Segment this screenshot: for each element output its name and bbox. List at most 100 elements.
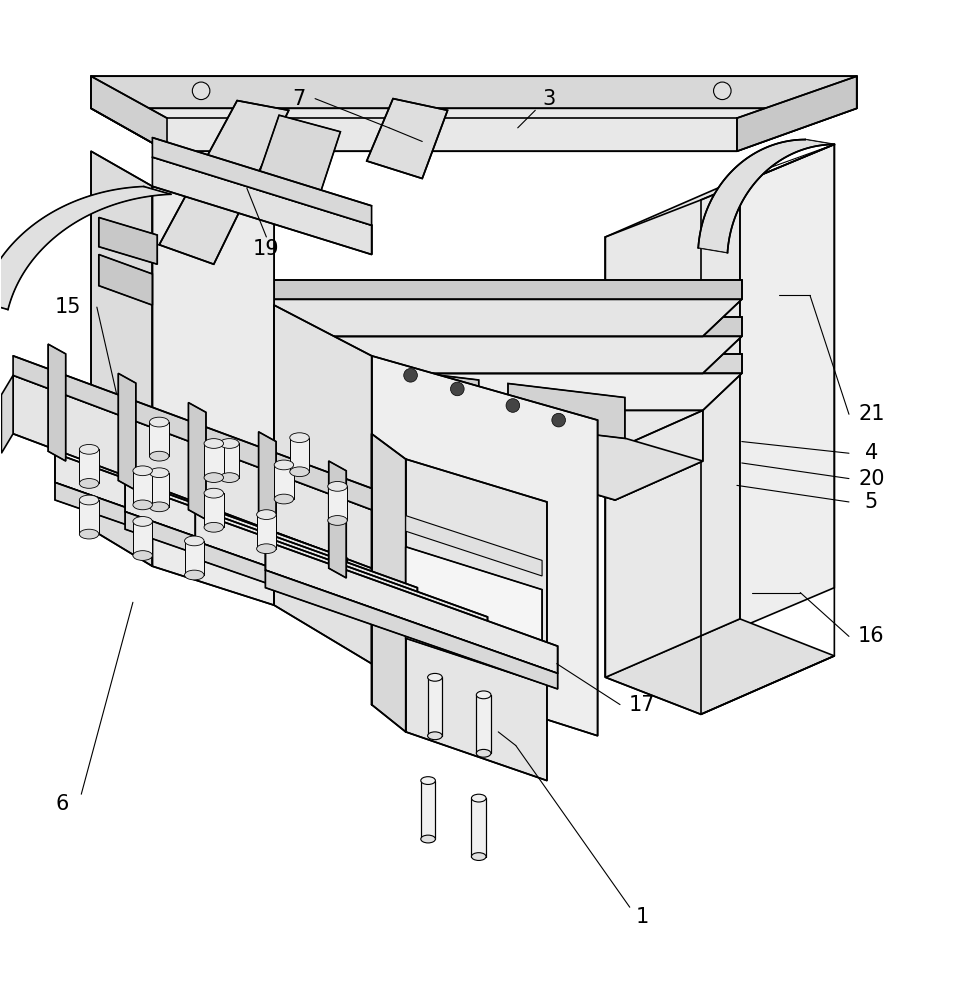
Polygon shape [149, 422, 169, 456]
Circle shape [506, 399, 520, 412]
Text: 17: 17 [629, 695, 656, 715]
Polygon shape [94, 317, 742, 336]
Polygon shape [366, 99, 447, 179]
Polygon shape [79, 500, 99, 534]
Text: 3: 3 [542, 89, 556, 109]
Polygon shape [405, 547, 542, 683]
Circle shape [450, 382, 464, 396]
Polygon shape [152, 186, 275, 605]
Ellipse shape [133, 500, 152, 510]
Ellipse shape [79, 529, 99, 539]
Polygon shape [91, 151, 152, 566]
Circle shape [404, 368, 417, 382]
Polygon shape [91, 76, 857, 108]
Text: 20: 20 [858, 469, 884, 489]
Ellipse shape [204, 439, 224, 448]
Polygon shape [266, 570, 558, 689]
Polygon shape [48, 344, 65, 461]
Polygon shape [94, 373, 742, 410]
Polygon shape [94, 336, 742, 373]
Ellipse shape [257, 510, 276, 519]
Polygon shape [149, 473, 169, 507]
Ellipse shape [133, 466, 152, 476]
Ellipse shape [149, 502, 169, 512]
Text: 15: 15 [55, 297, 81, 317]
Ellipse shape [477, 749, 490, 757]
Ellipse shape [133, 517, 152, 526]
Polygon shape [0, 186, 171, 310]
Ellipse shape [149, 417, 169, 427]
Polygon shape [405, 459, 547, 781]
Ellipse shape [133, 551, 152, 560]
Text: 5: 5 [865, 492, 878, 512]
Polygon shape [477, 695, 490, 753]
Polygon shape [118, 373, 136, 490]
Ellipse shape [290, 433, 310, 443]
Polygon shape [220, 443, 239, 478]
Polygon shape [55, 453, 347, 586]
Circle shape [192, 82, 210, 100]
Polygon shape [257, 115, 340, 200]
Ellipse shape [149, 468, 169, 478]
Ellipse shape [149, 451, 169, 461]
Ellipse shape [79, 479, 99, 488]
Ellipse shape [79, 495, 99, 505]
Ellipse shape [185, 536, 204, 546]
Ellipse shape [477, 691, 490, 699]
Polygon shape [13, 375, 371, 568]
Text: 6: 6 [55, 794, 68, 814]
Ellipse shape [421, 777, 436, 784]
Polygon shape [275, 465, 294, 499]
Ellipse shape [204, 473, 224, 482]
Polygon shape [259, 432, 276, 549]
Polygon shape [257, 515, 276, 549]
Polygon shape [275, 305, 371, 664]
Ellipse shape [204, 522, 224, 532]
Polygon shape [606, 619, 834, 714]
Polygon shape [13, 356, 371, 510]
Text: 7: 7 [292, 89, 305, 109]
Polygon shape [195, 541, 488, 660]
Ellipse shape [275, 494, 294, 504]
Polygon shape [472, 798, 487, 857]
Polygon shape [371, 356, 598, 736]
Polygon shape [91, 108, 857, 151]
Text: 1: 1 [636, 907, 649, 927]
Ellipse shape [220, 473, 239, 482]
Text: 19: 19 [253, 239, 279, 259]
Ellipse shape [421, 835, 436, 843]
Polygon shape [428, 677, 443, 736]
Polygon shape [185, 541, 204, 575]
Text: 16: 16 [858, 626, 885, 646]
Ellipse shape [204, 488, 224, 498]
Polygon shape [125, 482, 417, 615]
Polygon shape [99, 254, 152, 305]
Polygon shape [342, 381, 702, 500]
Polygon shape [366, 367, 479, 421]
Ellipse shape [327, 481, 347, 491]
Polygon shape [266, 541, 558, 673]
Polygon shape [195, 512, 488, 644]
Ellipse shape [79, 444, 99, 454]
Text: 21: 21 [858, 404, 884, 424]
Ellipse shape [428, 673, 443, 681]
Polygon shape [342, 371, 702, 500]
Polygon shape [189, 403, 206, 519]
Polygon shape [55, 482, 347, 601]
Polygon shape [371, 434, 405, 732]
Polygon shape [133, 471, 152, 505]
Polygon shape [94, 299, 742, 336]
Polygon shape [290, 438, 310, 472]
Ellipse shape [257, 544, 276, 554]
Polygon shape [79, 449, 99, 483]
Polygon shape [737, 76, 857, 151]
Polygon shape [99, 217, 157, 264]
Polygon shape [405, 516, 542, 576]
Ellipse shape [327, 516, 347, 525]
Polygon shape [421, 781, 436, 839]
Polygon shape [328, 461, 346, 578]
Polygon shape [699, 140, 834, 253]
Polygon shape [327, 486, 347, 520]
Ellipse shape [220, 439, 239, 448]
Ellipse shape [472, 853, 487, 860]
